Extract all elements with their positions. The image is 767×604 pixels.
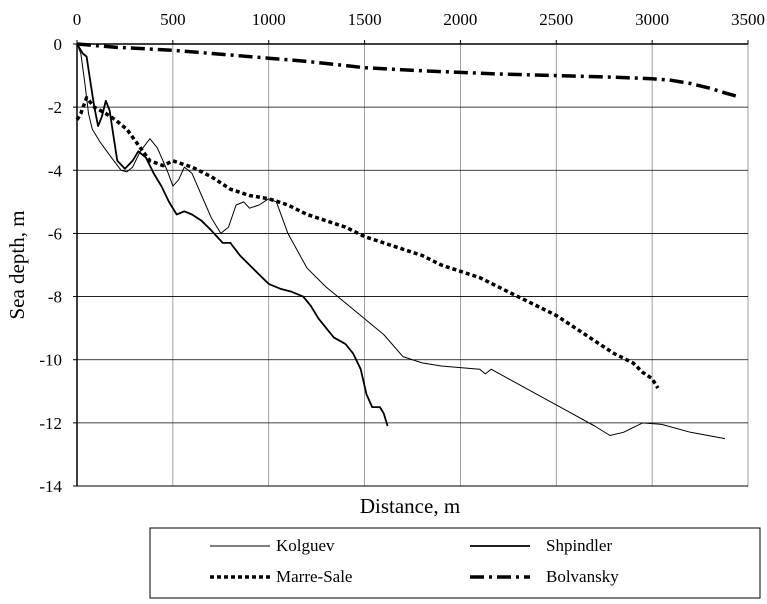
legend: Kolguev Shpindler Marre-Sale Bolvansky (149, 527, 761, 599)
x-tick-label: 0 (73, 10, 82, 29)
y-tick-label: -2 (48, 98, 62, 117)
series-layer (75, 42, 737, 440)
y-tick-label: -6 (48, 224, 62, 243)
series-line-marre-sale (75, 95, 660, 390)
y-tick-label: -12 (39, 414, 62, 433)
x-tick-label: 2500 (539, 10, 573, 29)
x-tick-label: 1500 (348, 10, 382, 29)
y-tick-label: 0 (54, 35, 63, 54)
y-tick-label: -14 (39, 477, 62, 496)
plot-background (77, 44, 748, 486)
series-line-shpindler (76, 43, 389, 427)
legend-label-shpindler: Shpindler (546, 536, 612, 555)
x-tick-label: 3500 (731, 10, 765, 29)
x-tick-label: 3000 (635, 10, 669, 29)
legend-box (149, 527, 761, 599)
series-line-kolguev (76, 43, 726, 440)
axes (73, 40, 749, 487)
tick-labels: 0 500 1000 1500 2000 2500 3000 3500 0 -2 -4 -6 -8 -10… (39, 10, 765, 496)
x-tick-label: 1000 (252, 10, 286, 29)
x-axis-title: Distance, m (360, 494, 460, 518)
legend-label-bolvansky: Bolvansky (546, 567, 619, 586)
y-tick-label: -10 (39, 351, 62, 370)
y-tick-label: -4 (48, 161, 63, 180)
x-tick-label: 2000 (443, 10, 477, 29)
series-line-bolvansky (76, 42, 737, 98)
legend-label-kolguev: Kolguev (276, 536, 335, 555)
y-axis-title: Sea depth, m (5, 210, 29, 319)
x-tick-label: 500 (160, 10, 186, 29)
plot-area (77, 44, 748, 486)
y-tick-label: -8 (48, 288, 62, 307)
legend-label-marre-sale: Marre-Sale (276, 567, 352, 586)
